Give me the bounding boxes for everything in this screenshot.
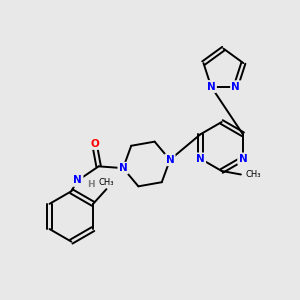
Text: O: O	[90, 139, 99, 148]
Text: N: N	[207, 82, 215, 92]
Text: CH₃: CH₃	[245, 170, 261, 179]
Text: N: N	[231, 82, 240, 92]
Text: N: N	[73, 176, 82, 185]
Text: N: N	[238, 154, 247, 164]
Text: N: N	[196, 154, 205, 164]
Text: N: N	[207, 82, 215, 92]
Text: H: H	[87, 180, 94, 189]
Text: N: N	[119, 163, 128, 173]
Text: N: N	[73, 176, 82, 185]
Text: N: N	[166, 155, 174, 165]
Text: CH₃: CH₃	[99, 178, 114, 188]
